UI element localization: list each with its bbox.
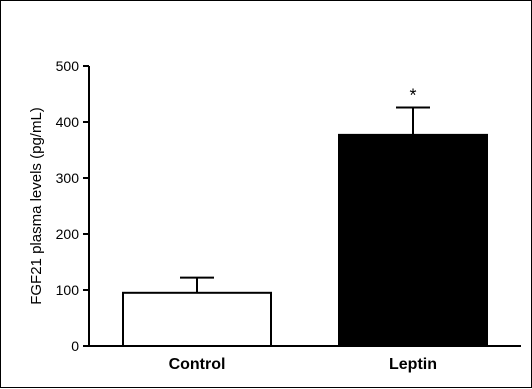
y-tick-label: 100 <box>56 282 80 298</box>
bar-control <box>122 291 272 347</box>
x-axis: Control Leptin <box>89 345 521 373</box>
y-tick-label: 500 <box>56 58 80 74</box>
y-tick-label: 0 <box>71 338 79 354</box>
x-category-label: Control <box>169 356 226 373</box>
significance-marker: * <box>409 85 416 105</box>
y-tick-label: 200 <box>56 226 80 242</box>
bar-leptin <box>338 133 488 347</box>
y-axis: 0 100 200 300 400 500 <box>56 58 90 354</box>
error-bars: * <box>180 85 430 293</box>
x-category-label: Leptin <box>389 356 437 373</box>
y-tick-label: 400 <box>56 114 80 130</box>
bars <box>122 133 488 347</box>
y-axis-title: FGF21 plasma levels (pg/mL) <box>28 107 45 305</box>
y-tick-label: 300 <box>56 170 80 186</box>
